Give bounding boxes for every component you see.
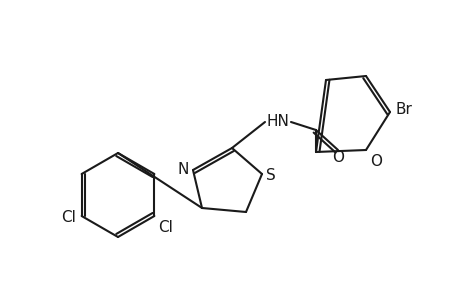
Text: O: O (331, 151, 343, 166)
Text: Cl: Cl (158, 220, 173, 235)
Text: HN: HN (266, 115, 289, 130)
Text: N: N (177, 163, 189, 178)
Text: Cl: Cl (61, 211, 75, 226)
Text: Br: Br (395, 103, 412, 118)
Text: S: S (265, 169, 275, 184)
Text: O: O (369, 154, 381, 169)
